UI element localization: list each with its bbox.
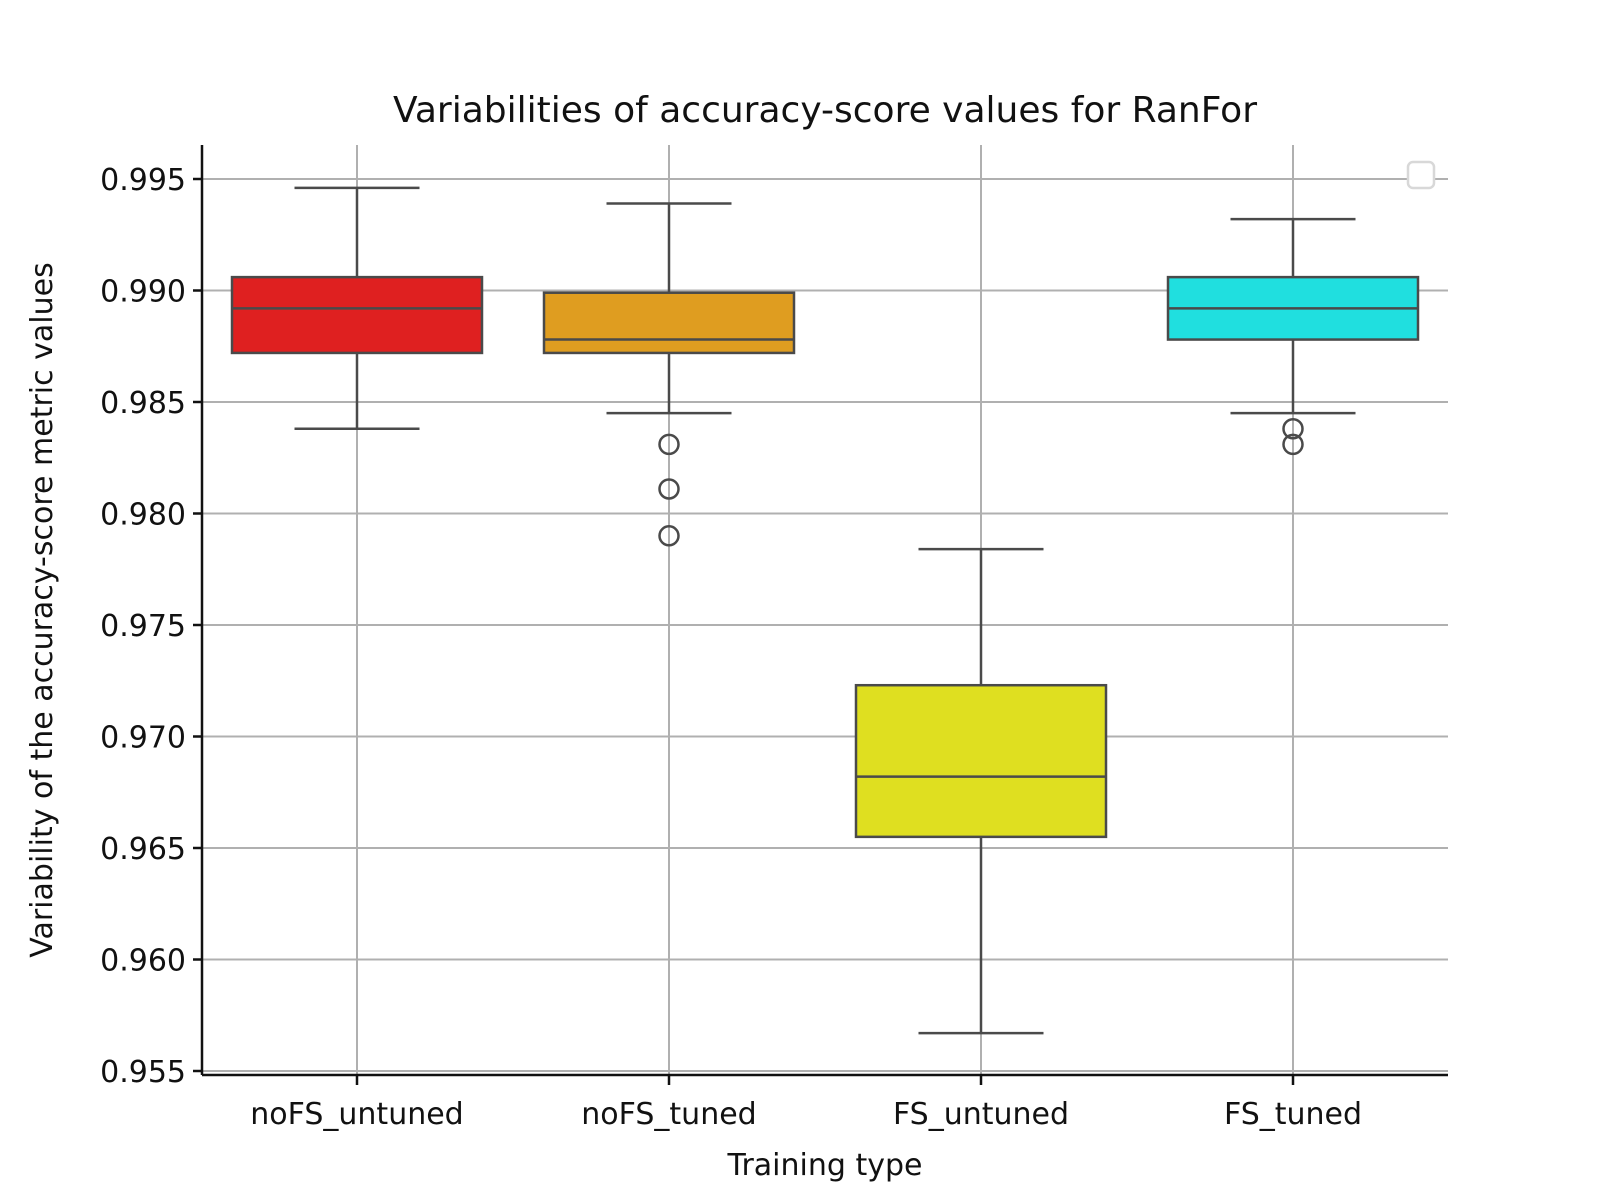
axes: [200, 145, 1448, 1077]
outlier-point: [658, 478, 680, 500]
y-tick-label: 0.990: [100, 275, 186, 310]
outlier-point: [1282, 433, 1304, 456]
y-tick-label: 0.955: [100, 1055, 186, 1090]
box-noFS_untuned: [230, 186, 484, 431]
y-tick-label: 0.965: [100, 832, 186, 867]
chart-title: Variabilities of accuracy-score values f…: [393, 90, 1257, 131]
y-tick-label: 0.995: [100, 163, 186, 198]
x-axis-label: Training type: [727, 1148, 923, 1183]
x-tick-label: noFS_tuned: [581, 1097, 756, 1132]
y-tick-label: 0.960: [100, 944, 186, 979]
box-iqr: [542, 291, 796, 355]
box-iqr: [854, 683, 1108, 839]
y-tick-label: 0.970: [100, 721, 186, 756]
x-tick-labels: noFS_untuned noFS_tuned FS_untuned FS_tuned: [250, 1075, 1362, 1132]
x-tick-label: FS_untuned: [893, 1097, 1069, 1132]
box-FS_untuned: [854, 547, 1108, 1035]
y-axis-label: Variability of the accuracy-score metric…: [25, 262, 60, 957]
legend-placeholder: [1406, 160, 1436, 190]
box-FS_tuned: [1166, 217, 1420, 456]
box-iqr: [230, 275, 484, 355]
x-tick-label: noFS_untuned: [250, 1097, 463, 1132]
x-tick-label: FS_tuned: [1224, 1097, 1362, 1132]
y-tick-labels: 0.955 0.960 0.965 0.970 0.975 0.980 0.985 0.990…: [100, 163, 202, 1090]
y-tick-label: 0.980: [100, 498, 186, 533]
y-tick-label: 0.975: [100, 609, 186, 644]
outlier-point: [658, 433, 680, 456]
outlier-point: [1282, 418, 1304, 440]
box-layer: [230, 186, 1420, 1035]
y-tick-label: 0.985: [100, 386, 186, 421]
box-noFS_tuned: [542, 202, 796, 547]
outlier-point: [658, 525, 680, 547]
